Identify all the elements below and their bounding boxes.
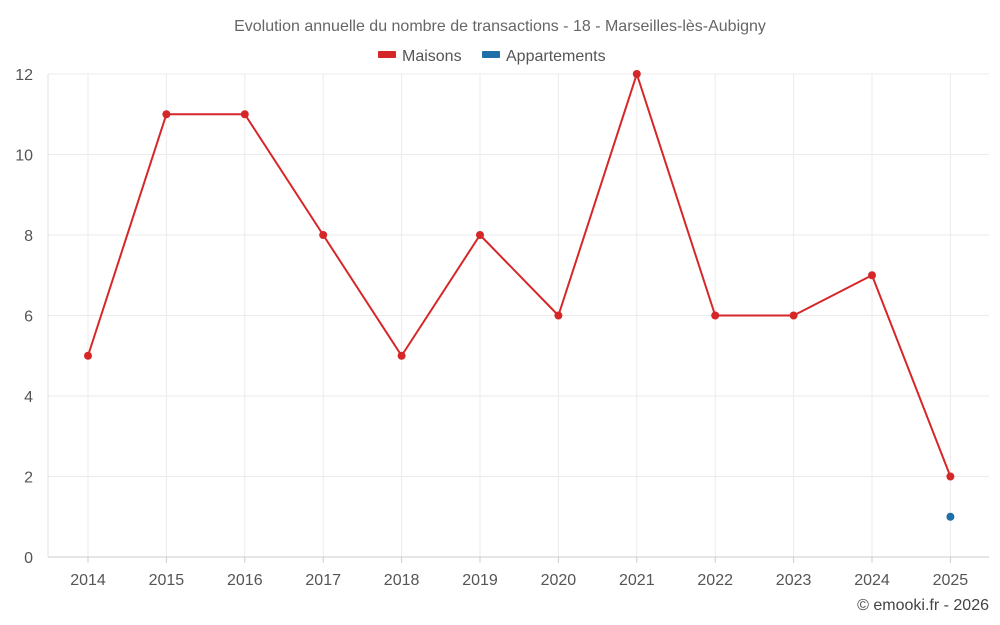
data-point-maisons[interactable] <box>632 70 641 78</box>
x-tick-label: 2017 <box>305 572 341 589</box>
data-point-appartements[interactable] <box>946 512 955 521</box>
y-tick-label: 8 <box>24 228 33 245</box>
series <box>84 70 955 521</box>
legend-item-appartements[interactable]: Appartements <box>482 48 606 65</box>
x-tick-label: 2020 <box>541 572 577 589</box>
data-point-maisons[interactable] <box>84 351 92 360</box>
x-tick-label: 2015 <box>149 572 185 589</box>
series-line-maisons <box>87 73 952 477</box>
data-point-maisons[interactable] <box>397 351 406 360</box>
data-point-maisons[interactable] <box>476 231 484 239</box>
legend-label-appartements: Appartements <box>506 48 606 65</box>
y-tick-label: 12 <box>15 67 33 84</box>
data-point-maisons[interactable] <box>789 311 798 320</box>
credit-text: © emooki.fr - 2026 <box>857 597 989 614</box>
chart-title: Evolution annuelle du nombre de transact… <box>234 18 766 35</box>
x-tick-label: 2019 <box>462 572 498 589</box>
x-tick-label: 2022 <box>697 572 733 589</box>
legend: Maisons Appartements <box>378 48 606 65</box>
data-point-maisons[interactable] <box>162 110 171 119</box>
data-point-maisons[interactable] <box>946 472 955 481</box>
data-point-maisons[interactable] <box>554 311 563 320</box>
x-axis: 2014 2015 2016 2017 2018 2019 2020 2021 2022 2023… <box>48 556 989 589</box>
y-tick-label: 2 <box>24 470 33 487</box>
data-point-maisons[interactable] <box>868 271 876 280</box>
data-point-maisons[interactable] <box>240 110 249 119</box>
x-tick-label: 2023 <box>776 572 812 589</box>
grid <box>48 73 989 558</box>
legend-swatch-maisons <box>378 51 396 58</box>
x-tick-label: 2024 <box>854 572 890 589</box>
y-axis: 0 2 4 6 8 10 12 <box>15 67 49 567</box>
x-tick-label: 2018 <box>384 572 420 589</box>
y-tick-label: 4 <box>24 389 33 406</box>
legend-item-maisons[interactable]: Maisons <box>378 48 462 65</box>
x-tick-label: 2025 <box>933 572 969 589</box>
legend-label-maisons: Maisons <box>402 48 462 65</box>
x-tick-label: 2014 <box>70 572 106 589</box>
x-tick-label: 2021 <box>619 572 655 589</box>
data-point-maisons[interactable] <box>319 231 328 239</box>
y-tick-label: 6 <box>24 309 33 326</box>
data-point-maisons[interactable] <box>711 311 720 320</box>
legend-swatch-appartements <box>482 51 500 58</box>
y-tick-label: 0 <box>24 550 33 567</box>
y-tick-label: 10 <box>15 148 33 165</box>
x-tick-label: 2016 <box>227 572 263 589</box>
